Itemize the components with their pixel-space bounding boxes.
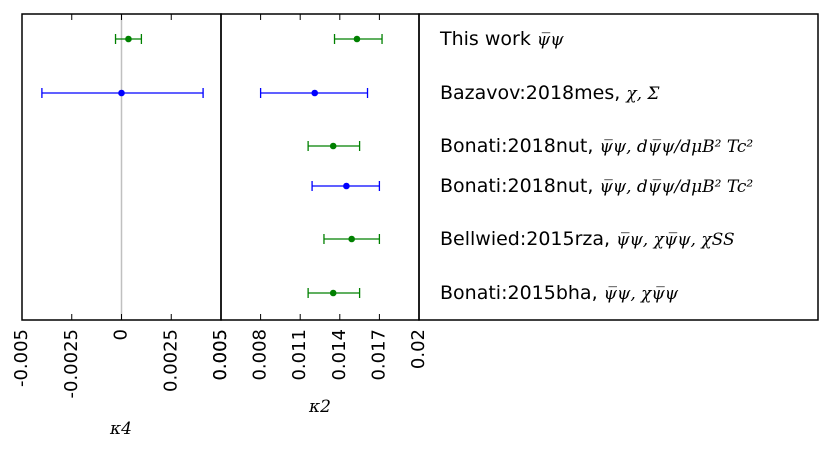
data-point-row-1 — [41, 88, 204, 98]
x-axis-label-kappa4: κ4 — [109, 419, 132, 439]
legend-entry: This work ψ̅ψ — [439, 28, 564, 50]
legend-entry-symbols: ψ̅ψ, dψ̅ψ/dμB² Tc² — [599, 177, 753, 197]
x-tick-label: 0.02 — [408, 329, 429, 369]
data-marker — [311, 89, 319, 97]
data-point-row-2 — [307, 141, 361, 151]
legend-entry: Bonati:2015bha, ψ̅ψ, χψ̅ψ — [440, 282, 679, 304]
data-marker — [343, 182, 350, 190]
legend-frame — [418, 13, 819, 321]
data-marker — [329, 289, 337, 297]
middle-panel-kappa2: 0.005 0.008 0.011 0.014 0.017 0.02 κ2 — [210, 13, 429, 417]
legend-entry-name: Bonati:2015bha, — [440, 282, 604, 304]
data-point-row-0 — [114, 34, 143, 44]
data-marker — [118, 89, 125, 97]
x-tick-label: 0.005 — [210, 329, 231, 381]
legend-entry-name: Bellwied:2015rza, — [440, 228, 616, 250]
x-tick-label: 0.005 — [210, 329, 231, 381]
data-point-row-3 — [311, 181, 381, 191]
legend-entry: Bellwied:2015rza, ψ̅ψ, χψ̅ψ, χSS — [440, 228, 735, 250]
legend-entry: Bazavov:2018mes, χ, Σ — [440, 82, 660, 104]
middle-panel-frame — [220, 13, 420, 321]
legend-entry: Bonati:2018nut, ψ̅ψ, dψ̅ψ/dμB² Tc² — [440, 135, 753, 157]
x-tick-label: -0.005 — [11, 329, 32, 387]
left-panel-kappa4: -0.005 -0.0025 0 0.0025 0.005 κ4 — [11, 13, 231, 439]
legend-entry-name: Bonati:2018nut, — [440, 175, 599, 197]
legend-panel: This work ψ̅ψ Bazavov:2018mes, χ, Σ Bonati… — [418, 13, 819, 321]
legend-entry: Bonati:2018nut, ψ̅ψ, dψ̅ψ/dμB² Tc² — [440, 175, 753, 197]
legend-entry-name: Bazavov:2018mes, — [440, 82, 626, 104]
legend-entry-name: This work — [439, 28, 537, 50]
x-tick-label: 0.014 — [329, 329, 350, 381]
data-point-row-4 — [323, 234, 381, 244]
data-marker — [353, 35, 361, 43]
x-axis-label-kappa2: κ2 — [308, 397, 331, 417]
data-marker — [348, 235, 355, 243]
x-tick-label: -0.0025 — [61, 329, 82, 398]
x-tick-label: 0 — [111, 329, 132, 340]
legend-entry-symbols: ψ̅ψ, χψ̅ψ — [604, 284, 679, 304]
x-tick-label: 0.017 — [368, 329, 389, 381]
legend-entry-symbols: χ, Σ — [625, 84, 660, 104]
data-marker — [125, 35, 132, 43]
x-tick-label: 0.0025 — [160, 329, 181, 392]
data-point-row-0 — [333, 34, 383, 44]
data-point-row-5 — [307, 288, 361, 298]
x-tick-label: 0.008 — [250, 329, 271, 381]
legend-entry-symbols: ψ̅ψ, dψ̅ψ/dμB² Tc² — [599, 137, 753, 157]
legend-entry-symbols: ψ̅ψ — [537, 30, 564, 50]
x-tick-label: 0.011 — [289, 329, 310, 381]
legend-entry-symbols: ψ̅ψ, χψ̅ψ, χSS — [616, 230, 735, 250]
data-marker — [329, 142, 337, 150]
data-point-row-1 — [259, 88, 369, 98]
legend-entry-name: Bonati:2018nut, — [440, 135, 599, 157]
